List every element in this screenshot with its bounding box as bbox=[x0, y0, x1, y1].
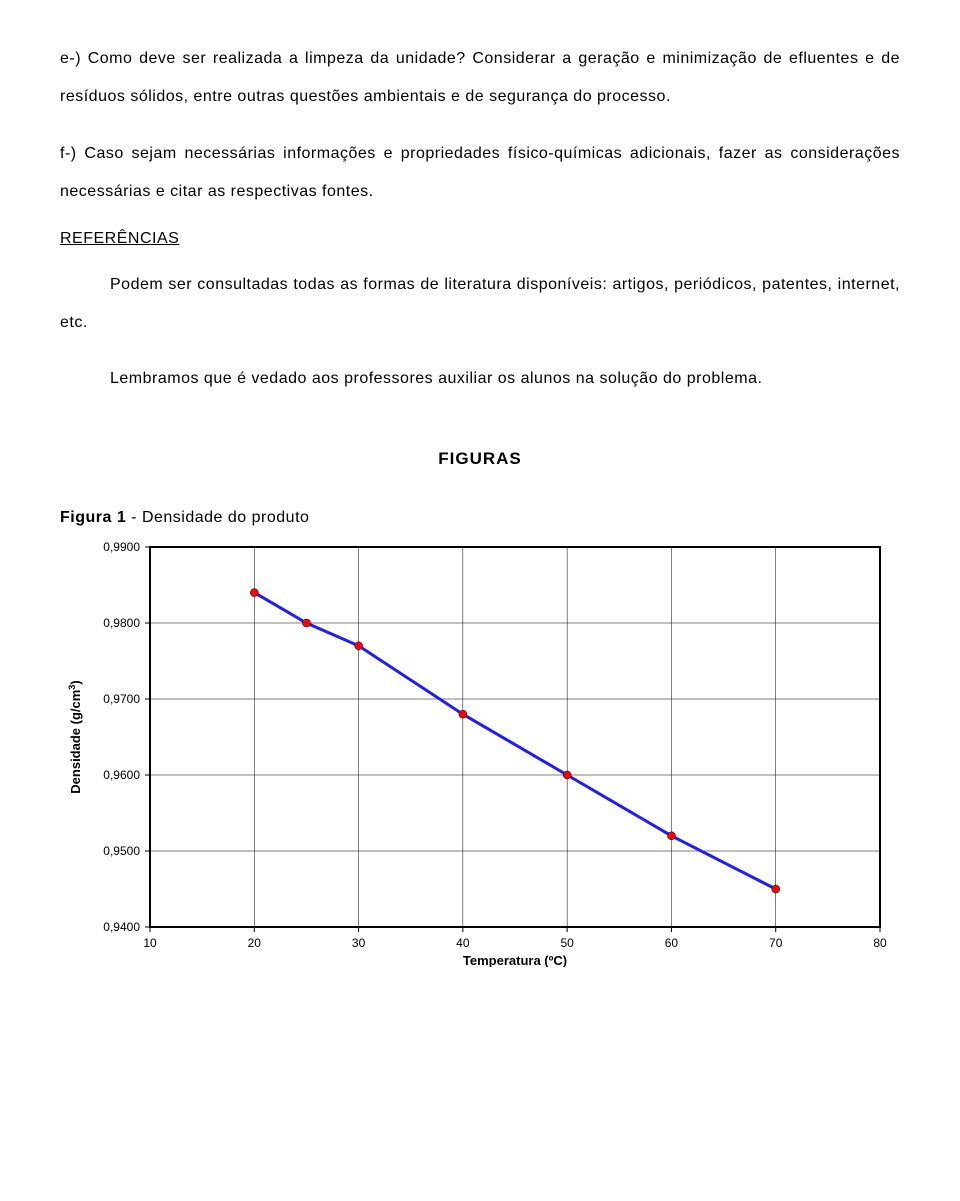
svg-text:10: 10 bbox=[143, 936, 157, 950]
svg-text:20: 20 bbox=[248, 936, 262, 950]
svg-text:40: 40 bbox=[456, 936, 470, 950]
figure-1-desc: - Densidade do produto bbox=[126, 509, 309, 526]
svg-text:70: 70 bbox=[769, 936, 783, 950]
svg-text:0,9600: 0,9600 bbox=[103, 768, 140, 782]
svg-text:50: 50 bbox=[560, 936, 574, 950]
figure-1-label: Figura 1 bbox=[60, 509, 126, 526]
density-chart: 10 20 30 40 50 60 70 80 0,9400 0,9500 0,9600 0,9700… bbox=[60, 537, 900, 967]
svg-text:30: 30 bbox=[352, 936, 366, 950]
svg-text:0,9500: 0,9500 bbox=[103, 844, 140, 858]
references-title: REFERÊNCIAS bbox=[60, 230, 900, 248]
svg-text:0,9800: 0,9800 bbox=[103, 616, 140, 630]
references-p2: Lembramos que é vedado aos professores a… bbox=[60, 360, 900, 398]
svg-text:0,9900: 0,9900 bbox=[103, 540, 140, 554]
density-chart-svg: 10 20 30 40 50 60 70 80 0,9400 0,9500 0,9600 0,9700… bbox=[60, 537, 900, 967]
figure-1-caption: Figura 1 - Densidade do produto bbox=[60, 509, 900, 527]
svg-text:0,9700: 0,9700 bbox=[103, 692, 140, 706]
svg-text:80: 80 bbox=[873, 936, 887, 950]
svg-text:0,9400: 0,9400 bbox=[103, 920, 140, 934]
figuras-heading: FIGURAS bbox=[60, 449, 900, 469]
paragraph-f: f-) Caso sejam necessárias informações e… bbox=[60, 135, 900, 212]
svg-text:Densidade (g/cm3): Densidade (g/cm3) bbox=[67, 680, 83, 793]
references-p1: Podem ser consultadas todas as formas de… bbox=[60, 266, 900, 343]
paragraph-e: e-) Como deve ser realizada a limpeza da… bbox=[60, 40, 900, 117]
svg-text:Temperatura (ºC): Temperatura (ºC) bbox=[463, 953, 567, 967]
svg-text:60: 60 bbox=[665, 936, 679, 950]
